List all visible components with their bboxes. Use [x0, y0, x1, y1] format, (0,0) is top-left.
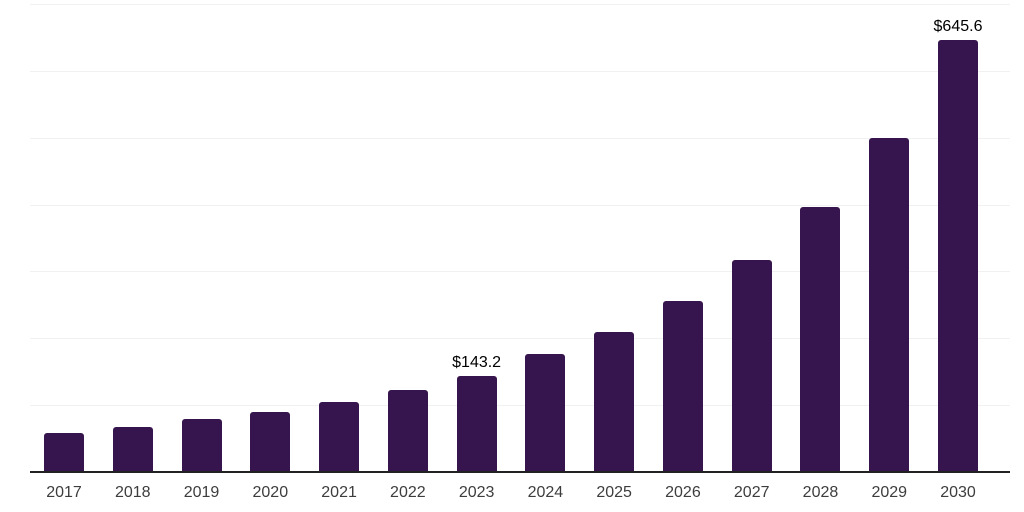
gridline-700 — [30, 4, 1010, 5]
x-tick-label-2030: 2030 — [940, 484, 976, 501]
x-tick-label-2025: 2025 — [596, 484, 632, 501]
bar-2028 — [800, 206, 841, 472]
bar-2026 — [662, 300, 703, 472]
bar-2025 — [594, 332, 635, 472]
bar-2017 — [44, 433, 84, 472]
x-axis-line — [30, 471, 1010, 473]
bar-2022 — [387, 389, 428, 472]
bar-2029 — [869, 137, 910, 472]
bar-2020 — [250, 412, 291, 472]
x-tick-label-2024: 2024 — [527, 484, 564, 501]
gridline-300 — [30, 271, 1010, 273]
bar-2019 — [181, 419, 222, 472]
bar-2023 — [456, 376, 497, 472]
x-tick-label-2026: 2026 — [665, 484, 701, 501]
value-label-2023: $143.2 — [452, 354, 502, 372]
bar-2018 — [112, 427, 153, 472]
gridline-500 — [30, 137, 1010, 139]
x-tick-label-2020: 2020 — [252, 484, 289, 501]
x-tick-label-2017: 2017 — [46, 484, 82, 501]
bar-2027 — [731, 260, 772, 472]
bar-2030 — [938, 40, 978, 472]
value-label-2030: $645.6 — [933, 18, 983, 36]
bar-2024 — [525, 354, 566, 472]
x-tick-label-2023: 2023 — [458, 484, 495, 501]
x-tick-label-2027: 2027 — [733, 484, 770, 501]
x-tick-label-2019: 2019 — [183, 484, 220, 501]
gridline-200 — [30, 338, 1010, 340]
gridline-600 — [30, 70, 1010, 72]
x-tick-label-2029: 2029 — [871, 484, 908, 501]
gridline-400 — [30, 204, 1010, 206]
x-tick-label-2028: 2028 — [802, 484, 839, 501]
x-tick-label-2022: 2022 — [390, 484, 426, 501]
x-tick-label-2021: 2021 — [321, 484, 357, 501]
bar-2021 — [319, 402, 360, 472]
gridline-100 — [30, 405, 1010, 407]
x-tick-label-2018: 2018 — [114, 484, 151, 501]
